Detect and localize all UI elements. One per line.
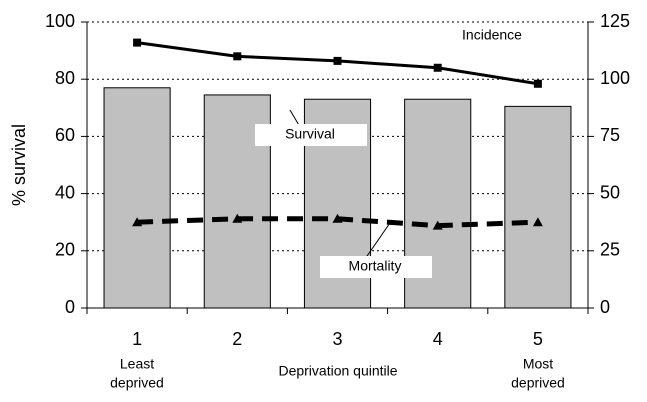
marker xyxy=(333,56,342,65)
y-tick-label: 40 xyxy=(55,182,75,202)
marker xyxy=(532,217,543,227)
marker xyxy=(332,213,343,223)
marker xyxy=(432,220,443,230)
annotation-box xyxy=(255,124,367,146)
annotation-box xyxy=(320,256,432,278)
y-tick-label: 80 xyxy=(55,68,75,88)
x-end-label: deprived xyxy=(511,375,565,391)
x-end-label: deprived xyxy=(110,375,164,391)
marker xyxy=(232,213,243,223)
x-tick-label: 1 xyxy=(132,329,142,349)
y2-tick-label: 125 xyxy=(600,11,630,31)
x-tick-label: 4 xyxy=(433,329,443,349)
y2-tick-label: 100 xyxy=(600,68,630,88)
bar xyxy=(103,87,171,309)
y-tick-label: 0 xyxy=(65,297,75,317)
y-tick-label: 60 xyxy=(55,125,75,145)
marker xyxy=(233,52,242,61)
y-tick-label: 20 xyxy=(55,240,75,260)
y2-tick-label: 0 xyxy=(600,297,610,317)
bar xyxy=(504,105,572,309)
x-tick-label: 5 xyxy=(533,329,543,349)
marker xyxy=(533,79,542,88)
x-end-label: Least xyxy=(120,356,154,372)
x-end-label: Most xyxy=(523,356,553,372)
x-tick-label: 2 xyxy=(232,329,242,349)
x-tick-label: 3 xyxy=(332,329,342,349)
annotation-leader xyxy=(364,219,393,260)
y2-tick-label: 25 xyxy=(600,240,620,260)
series-label: Mortality xyxy=(349,258,402,274)
y2-tick-label: 75 xyxy=(600,125,620,145)
marker xyxy=(133,38,142,47)
marker xyxy=(132,217,143,227)
x-axis-title: Deprivation quintile xyxy=(278,363,397,379)
y-axis-title: % survival xyxy=(9,124,29,206)
marker xyxy=(433,63,442,72)
y-tick-label: 100 xyxy=(45,11,75,31)
series-label: Incidence xyxy=(462,27,522,43)
y2-tick-label: 50 xyxy=(600,182,620,202)
series-label: Survival xyxy=(285,126,335,142)
